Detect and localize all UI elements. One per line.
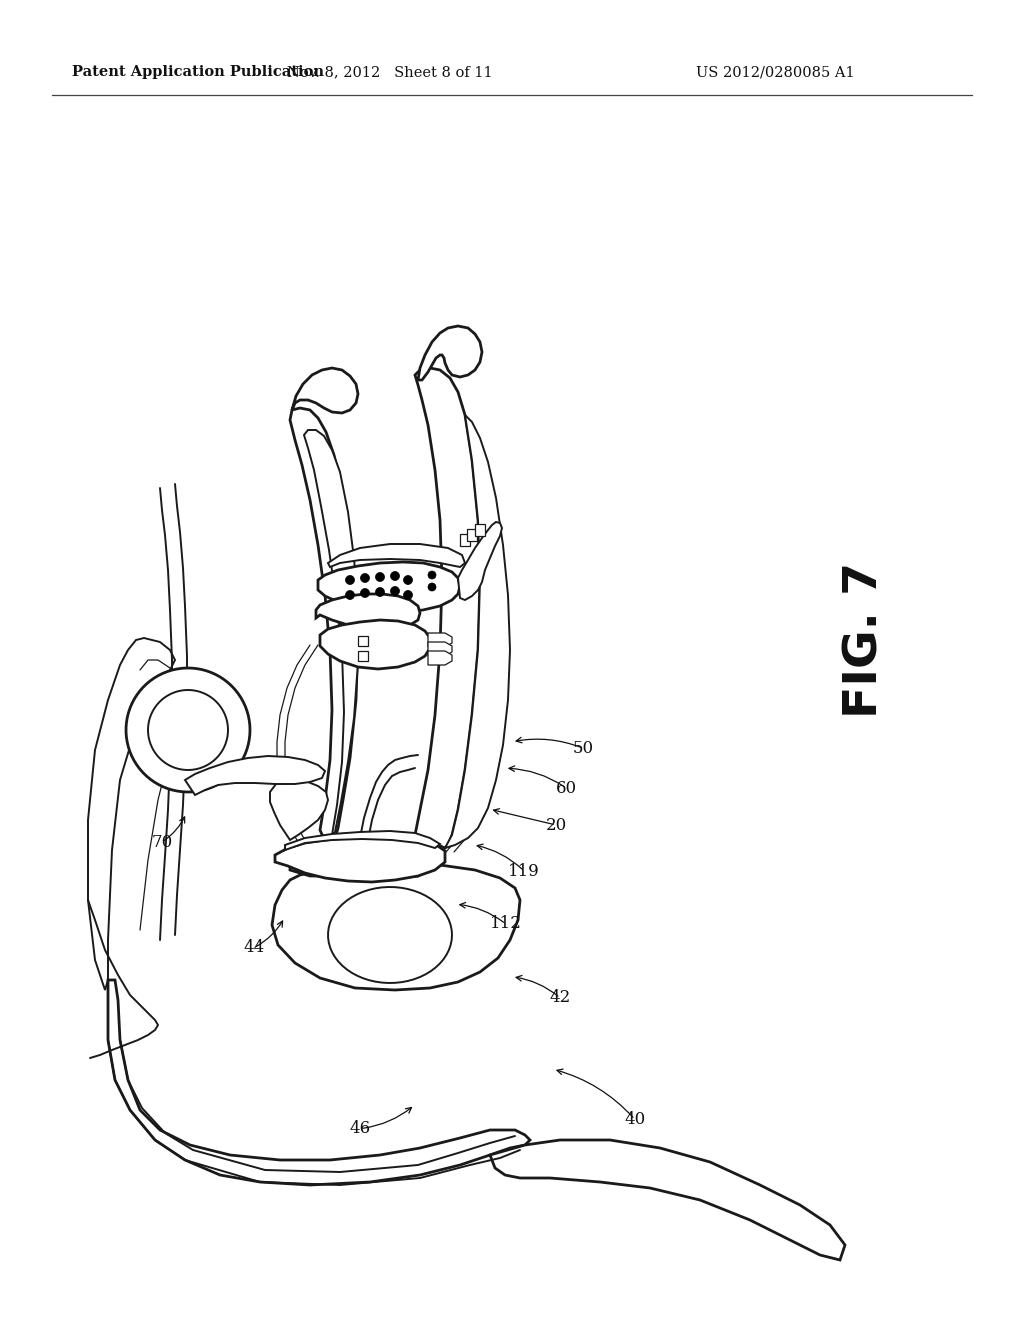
Polygon shape <box>415 368 480 847</box>
Polygon shape <box>445 414 510 847</box>
Polygon shape <box>328 544 465 568</box>
Polygon shape <box>460 535 470 546</box>
Polygon shape <box>185 756 325 795</box>
Polygon shape <box>108 979 530 1185</box>
Circle shape <box>403 590 413 599</box>
Polygon shape <box>458 521 502 601</box>
Text: 119: 119 <box>508 863 541 879</box>
Polygon shape <box>290 847 428 878</box>
Circle shape <box>360 589 370 598</box>
Text: 40: 40 <box>625 1111 645 1127</box>
Circle shape <box>390 572 399 581</box>
Polygon shape <box>358 651 368 661</box>
Circle shape <box>428 572 436 579</box>
Text: Nov. 8, 2012   Sheet 8 of 11: Nov. 8, 2012 Sheet 8 of 11 <box>287 65 493 79</box>
Text: 112: 112 <box>489 916 522 932</box>
Text: Patent Application Publication: Patent Application Publication <box>72 65 324 79</box>
Polygon shape <box>316 594 420 630</box>
Polygon shape <box>319 620 430 669</box>
Polygon shape <box>88 638 175 990</box>
Text: 44: 44 <box>244 940 264 956</box>
Circle shape <box>376 587 384 597</box>
Polygon shape <box>148 690 228 770</box>
Text: 42: 42 <box>550 990 570 1006</box>
Polygon shape <box>328 887 452 983</box>
Polygon shape <box>126 668 250 792</box>
Polygon shape <box>304 430 358 836</box>
Polygon shape <box>490 1140 845 1261</box>
Polygon shape <box>428 642 452 656</box>
Text: US 2012/0280085 A1: US 2012/0280085 A1 <box>696 65 855 79</box>
Text: 50: 50 <box>573 741 594 756</box>
Polygon shape <box>418 326 482 380</box>
Circle shape <box>345 590 354 599</box>
Polygon shape <box>270 780 328 840</box>
Circle shape <box>428 583 436 591</box>
Text: 70: 70 <box>152 834 172 850</box>
Polygon shape <box>272 863 520 990</box>
Text: 46: 46 <box>350 1121 371 1137</box>
Polygon shape <box>467 529 477 541</box>
Text: 20: 20 <box>546 817 566 833</box>
Circle shape <box>390 586 399 595</box>
Polygon shape <box>475 524 485 536</box>
Polygon shape <box>428 651 452 665</box>
Polygon shape <box>290 408 358 847</box>
Polygon shape <box>358 636 368 645</box>
Polygon shape <box>285 832 440 850</box>
Polygon shape <box>318 562 460 612</box>
Circle shape <box>376 573 384 582</box>
Circle shape <box>403 576 413 585</box>
Circle shape <box>345 576 354 585</box>
Polygon shape <box>275 837 445 882</box>
Polygon shape <box>428 634 452 647</box>
Text: FIG. 7: FIG. 7 <box>843 562 888 718</box>
Polygon shape <box>292 368 358 413</box>
Circle shape <box>360 573 370 582</box>
Text: 60: 60 <box>556 780 577 796</box>
